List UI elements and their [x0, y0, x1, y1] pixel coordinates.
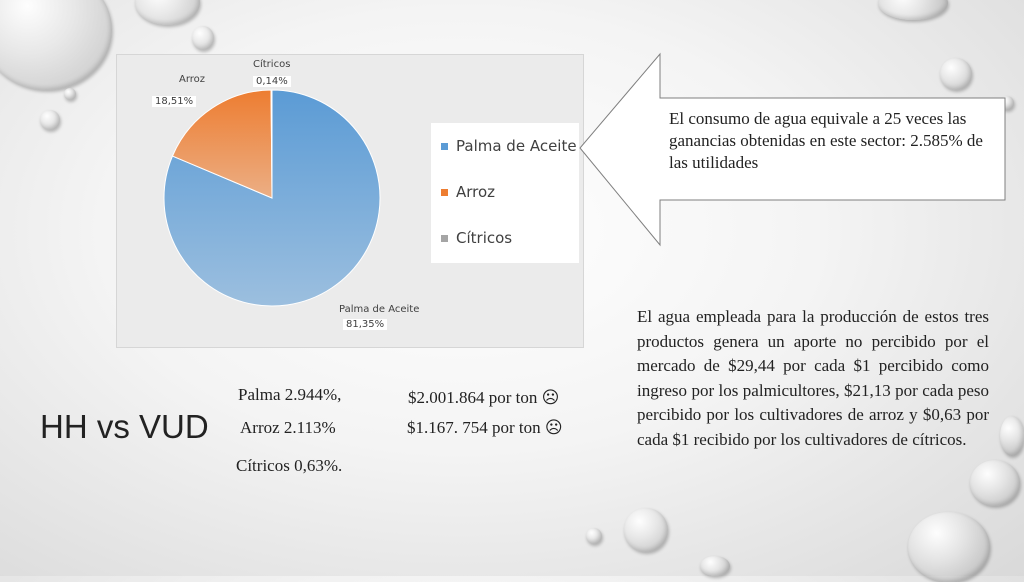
- stat-palma-price: $2.001.864 por ton ☹: [408, 388, 560, 407]
- callout-text: El consumo de agua equivale a 25 veces l…: [669, 109, 983, 172]
- legend-label-palma: Palma de Aceite: [456, 137, 577, 155]
- slice-value-arroz: 18,51%: [152, 96, 197, 107]
- legend-item-palma: Palma de Aceite: [441, 137, 577, 155]
- pie-slice-citricos: [270, 89, 273, 199]
- legend-item-arroz: Arroz: [441, 183, 495, 201]
- legend-label-arroz: Arroz: [456, 183, 496, 201]
- pie-chart: Palma de Aceite Arroz Cítricos Cítricos …: [116, 54, 584, 348]
- pie-chart-plot: [163, 89, 381, 307]
- legend-item-citricos: Cítricos: [441, 229, 512, 247]
- water-drop-decoration: [700, 556, 730, 576]
- water-drop-decoration: [970, 460, 1020, 506]
- water-drop-decoration: [1000, 416, 1024, 456]
- water-drop-decoration: [192, 26, 214, 50]
- pie-slice-arroz: [171, 89, 273, 199]
- water-drop-decoration: [624, 508, 668, 552]
- water-drop-decoration: [908, 512, 990, 582]
- slice-category-citricos: Cítricos: [253, 59, 291, 70]
- legend-swatch-citricos: [441, 234, 448, 242]
- pie-slice-palma: [163, 89, 381, 307]
- legend-label-citricos: Cítricos: [456, 229, 513, 247]
- water-drop-decoration: [64, 88, 76, 100]
- legend-swatch-palma: [441, 142, 448, 150]
- water-drop-decoration: [940, 58, 972, 90]
- stat-arroz: Arroz 2.113%: [240, 418, 336, 437]
- legend-swatch-arroz: [441, 188, 448, 196]
- slice-value-citricos: 0,14%: [253, 76, 291, 87]
- water-drop-decoration: [878, 0, 948, 20]
- water-contribution-paragraph: El agua empleada para la producción de e…: [637, 307, 989, 449]
- stat-palma: Palma 2.944%,: [238, 385, 342, 404]
- stat-citricos: Cítricos 0,63%.: [236, 456, 343, 475]
- slice-value-palma: 81,35%: [343, 319, 388, 330]
- slide-title: HH vs VUD: [40, 408, 209, 445]
- chart-legend: Palma de Aceite Arroz Cítricos: [431, 123, 579, 263]
- callout-arrow-outline: [579, 52, 1006, 247]
- water-drop-decoration: [586, 528, 602, 544]
- slice-category-arroz: Arroz: [179, 74, 206, 85]
- slice-category-palma: Palma de Aceite: [339, 304, 420, 315]
- water-drop-decoration: [40, 110, 60, 130]
- stat-arroz-price: $1.167. 754 por ton ☹: [407, 418, 563, 437]
